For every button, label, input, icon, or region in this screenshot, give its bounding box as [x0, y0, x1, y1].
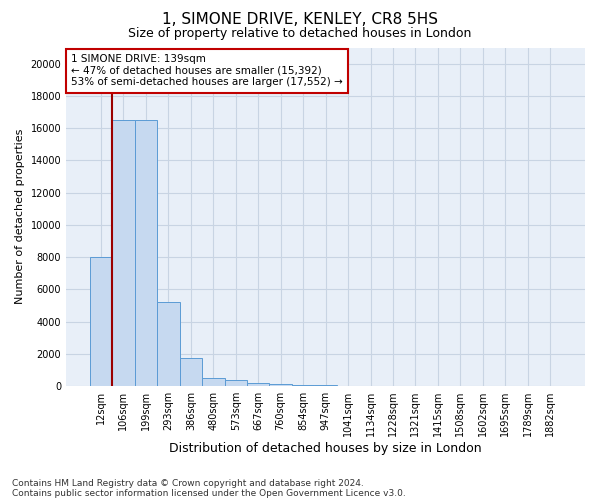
Bar	[90, 257, 112, 386]
Bar	[247, 382, 269, 386]
Bar	[134, 120, 157, 386]
Text: 1, SIMONE DRIVE, KENLEY, CR8 5HS: 1, SIMONE DRIVE, KENLEY, CR8 5HS	[162, 12, 438, 28]
Bar	[269, 384, 292, 386]
X-axis label: Distribution of detached houses by size in London: Distribution of detached houses by size …	[169, 442, 482, 455]
Bar	[157, 302, 179, 386]
Bar	[224, 380, 247, 386]
Bar	[314, 385, 337, 386]
Text: 1 SIMONE DRIVE: 139sqm
← 47% of detached houses are smaller (15,392)
53% of semi: 1 SIMONE DRIVE: 139sqm ← 47% of detached…	[71, 54, 343, 88]
Text: Contains public sector information licensed under the Open Government Licence v3: Contains public sector information licen…	[12, 488, 406, 498]
Y-axis label: Number of detached properties: Number of detached properties	[15, 129, 25, 304]
Text: Contains HM Land Registry data © Crown copyright and database right 2024.: Contains HM Land Registry data © Crown c…	[12, 478, 364, 488]
Bar	[179, 358, 202, 386]
Text: Size of property relative to detached houses in London: Size of property relative to detached ho…	[128, 28, 472, 40]
Bar	[112, 120, 134, 386]
Bar	[202, 378, 224, 386]
Bar	[292, 385, 314, 386]
